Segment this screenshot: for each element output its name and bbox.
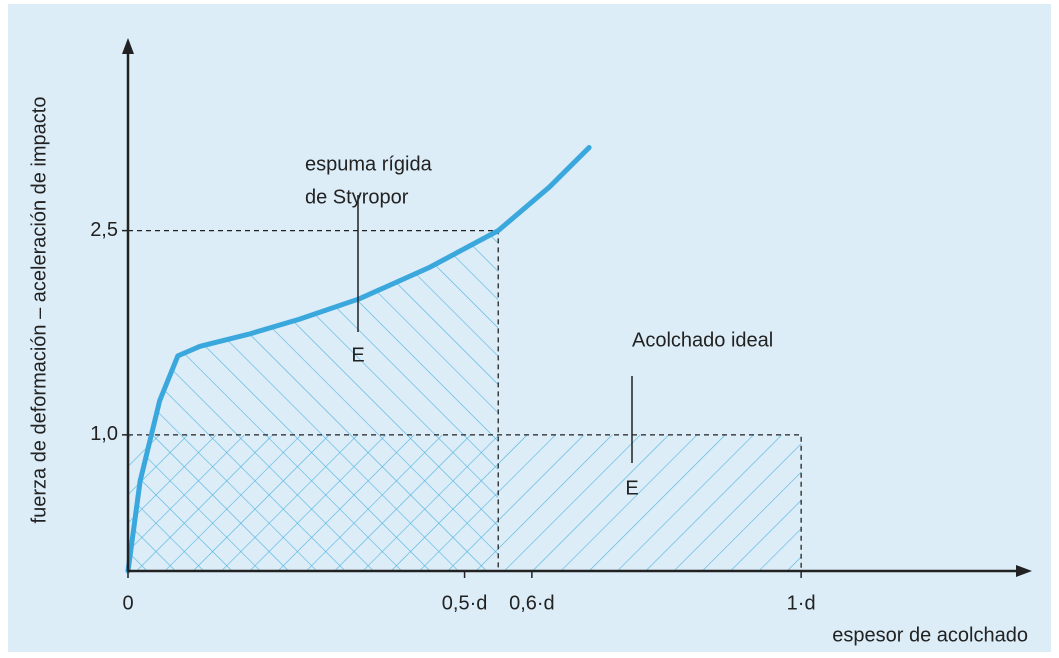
x-tick-label: 0,5·d [442, 592, 488, 614]
annotation: espuma rígida [305, 153, 433, 175]
y-tick-label: 2,5 [90, 219, 118, 241]
x-tick-label: 0 [122, 592, 133, 614]
styropor-curve [125, 145, 592, 574]
x-tick-label: 1·d [787, 592, 816, 614]
energy-label: E [625, 477, 638, 499]
y-arrow [122, 38, 134, 54]
ideal-area [128, 434, 802, 571]
y-axis-label: fuerza de deformación – aceleración de i… [28, 97, 50, 524]
x-axis-label: espesor de acolchado [832, 624, 1028, 646]
energy-label: E [351, 344, 364, 366]
x-arrow [1016, 565, 1032, 577]
annotation: de Styropor [305, 186, 409, 208]
x-tick-label: 0,6·d [509, 592, 555, 614]
y-tick-label: 1,0 [90, 423, 118, 445]
annotation: Acolchado ideal [632, 329, 773, 351]
